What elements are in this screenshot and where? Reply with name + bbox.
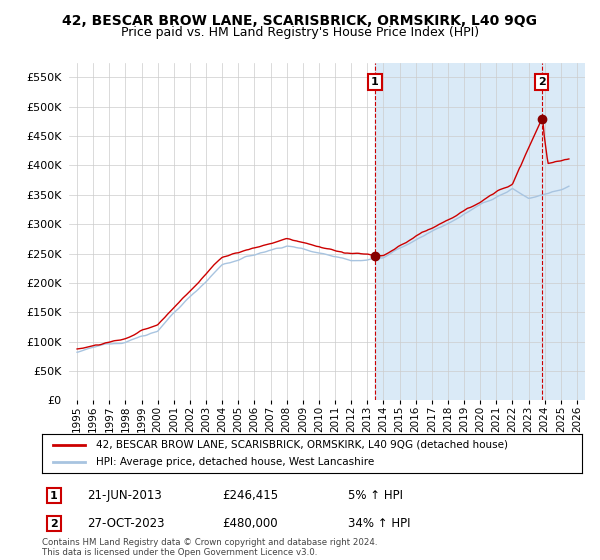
Text: 1: 1 — [50, 491, 58, 501]
Bar — [375, 63, 585, 400]
Text: 5% ↑ HPI: 5% ↑ HPI — [348, 489, 403, 502]
Text: 2: 2 — [50, 519, 58, 529]
Text: 21-JUN-2013: 21-JUN-2013 — [87, 489, 162, 502]
Text: Contains HM Land Registry data © Crown copyright and database right 2024.
This d: Contains HM Land Registry data © Crown c… — [42, 538, 377, 557]
Text: 1: 1 — [371, 77, 379, 87]
Text: 42, BESCAR BROW LANE, SCARISBRICK, ORMSKIRK, L40 9QG (detached house): 42, BESCAR BROW LANE, SCARISBRICK, ORMSK… — [96, 440, 508, 450]
Text: £480,000: £480,000 — [222, 517, 278, 530]
Text: 27-OCT-2023: 27-OCT-2023 — [87, 517, 164, 530]
Text: 42, BESCAR BROW LANE, SCARISBRICK, ORMSKIRK, L40 9QG: 42, BESCAR BROW LANE, SCARISBRICK, ORMSK… — [62, 14, 538, 28]
Text: £246,415: £246,415 — [222, 489, 278, 502]
Text: 34% ↑ HPI: 34% ↑ HPI — [348, 517, 410, 530]
Text: Price paid vs. HM Land Registry's House Price Index (HPI): Price paid vs. HM Land Registry's House … — [121, 26, 479, 39]
Text: HPI: Average price, detached house, West Lancashire: HPI: Average price, detached house, West… — [96, 457, 374, 467]
Text: 2: 2 — [538, 77, 545, 87]
